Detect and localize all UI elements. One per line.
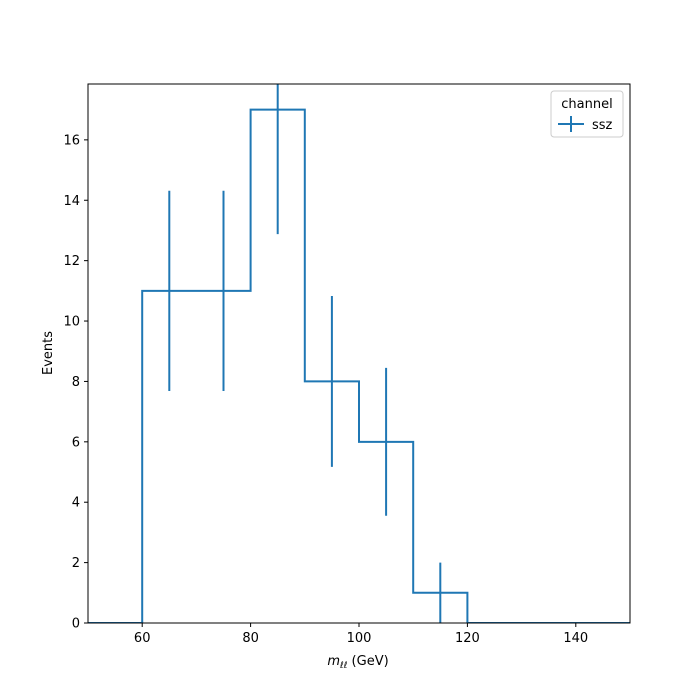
y-tick-label-14: 14 (63, 194, 80, 209)
x-tick-label-140: 140 (563, 631, 588, 646)
y-tick-label-16: 16 (63, 133, 80, 148)
y-tick-label-12: 12 (63, 254, 80, 269)
y-tick-label-6: 6 (72, 435, 80, 450)
plot-area (88, 84, 630, 623)
y-tick-label-10: 10 (63, 315, 80, 330)
y-tick-label-8: 8 (72, 375, 80, 390)
legend-frame (550, 90, 624, 138)
x-tick-label-80: 80 (242, 631, 259, 646)
legend-handle-ssz (558, 116, 584, 132)
legend: channel ssz (550, 90, 624, 138)
x-axis-label-unit: (GeV) (347, 654, 388, 669)
legend-label-ssz: ssz (592, 118, 613, 133)
y-axis-label: Events (41, 331, 56, 375)
y-tick-label-2: 2 (72, 556, 80, 571)
x-axis-label-subscript: ℓℓ (339, 661, 347, 671)
x-axis-label-main: m (327, 654, 340, 669)
plot-contents (88, 84, 630, 623)
y-tick-label-4: 4 (72, 496, 80, 511)
x-tick-label-100: 100 (347, 631, 372, 646)
axes: 60 80 100 120 140 0 2 4 6 8 10 12 14 16 (63, 83, 631, 646)
y-tick-label-0: 0 (72, 617, 80, 632)
legend-title: channel (561, 97, 612, 112)
x-tick-label-120: 120 (455, 631, 480, 646)
x-axis-label: mℓℓ (GeV) (327, 654, 388, 671)
histogram-step-ssz (88, 108, 630, 623)
x-tick-label-60: 60 (134, 631, 151, 646)
